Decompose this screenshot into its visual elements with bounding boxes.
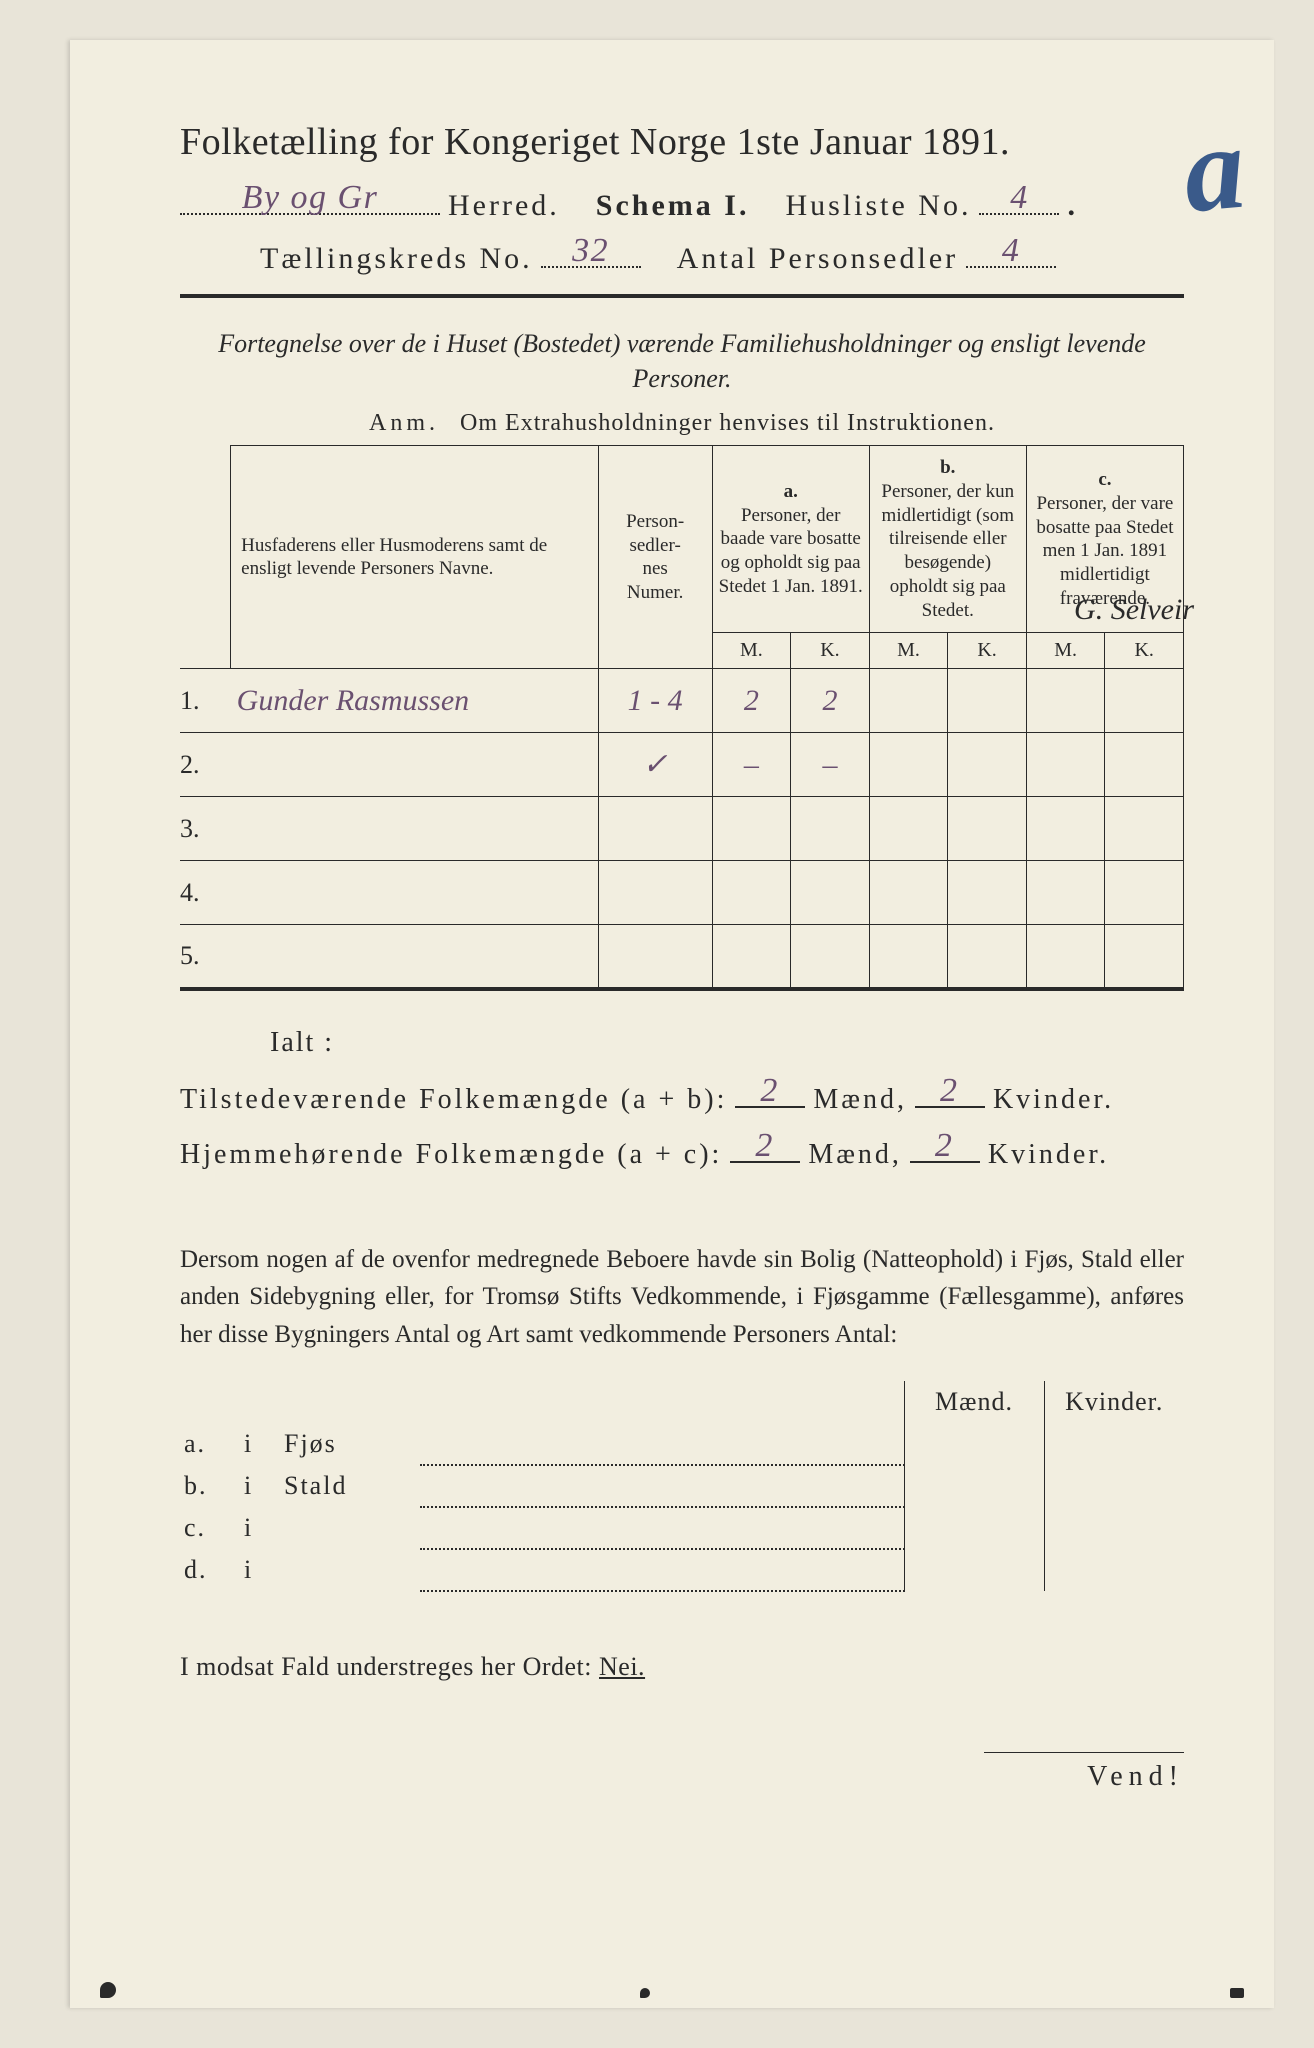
vend: Vend! bbox=[984, 1752, 1184, 1793]
bldg-row: a.iFjøs bbox=[180, 1423, 1184, 1465]
husliste-label: Husliste No. bbox=[785, 189, 971, 223]
totals-row1-k: 2 bbox=[940, 1072, 960, 1110]
totals-block: Ialt : Tilstedeværende Folkemængde (a + … bbox=[180, 1027, 1184, 1171]
bldg-row: d.i bbox=[180, 1549, 1184, 1591]
herred-value: By og Gr bbox=[242, 179, 379, 217]
building-block: Mænd. Kvinder. a.iFjøsb.iStaldc.id.i bbox=[180, 1381, 1184, 1592]
header-row-1: By og Gr Herred. Schema I. Husliste No. … bbox=[180, 182, 1184, 223]
schema-label: Schema I. bbox=[596, 189, 750, 223]
binding-mark bbox=[640, 1988, 650, 1998]
maend-label: Mænd, bbox=[813, 1084, 907, 1116]
kvinder-label: Kvinder. bbox=[993, 1084, 1114, 1116]
binding-mark bbox=[100, 1982, 116, 1998]
husliste-value: 4 bbox=[1010, 179, 1029, 217]
table-row: 1.Gunder Rasmussen1 - 422 bbox=[180, 669, 1184, 733]
kreds-label: Tællingskreds No. bbox=[260, 242, 533, 276]
header-row-2: Tællingskreds No. 32 Antal Personsedler … bbox=[180, 235, 1184, 276]
table-row: 2.✓–– bbox=[180, 733, 1184, 797]
table-row: 3. bbox=[180, 797, 1184, 861]
totals-row-2: Hjemmehørende Folkemængde (a + c): 2 Mæn… bbox=[180, 1132, 1184, 1171]
bldg-row: c.i bbox=[180, 1507, 1184, 1549]
page-title: Folketælling for Kongeriget Norge 1ste J… bbox=[180, 120, 1184, 164]
ialt-label: Ialt : bbox=[270, 1027, 1184, 1059]
subtitle: Fortegnelse over de i Huset (Bostedet) v… bbox=[180, 326, 1184, 396]
table-row: 4. bbox=[180, 861, 1184, 925]
bldg-head-k: Kvinder. bbox=[1044, 1381, 1184, 1423]
margin-note: G. Selveir bbox=[1074, 593, 1194, 627]
kvinder-label-2: Kvinder. bbox=[988, 1139, 1109, 1171]
maend-label-2: Mænd, bbox=[808, 1139, 902, 1171]
totals-row1-m: 2 bbox=[760, 1072, 780, 1110]
totals-row2-k: 2 bbox=[935, 1127, 955, 1165]
anm-line: Anm. Om Extrahusholdninger henvises til … bbox=[180, 410, 1184, 437]
annotation-letter: a bbox=[1178, 98, 1250, 241]
herred-label: Herred. bbox=[448, 189, 560, 223]
totals-row2-m: 2 bbox=[755, 1127, 775, 1165]
table-row: 5. bbox=[180, 925, 1184, 989]
nei: Nei. bbox=[599, 1652, 645, 1681]
anm-label: Anm. bbox=[369, 410, 439, 436]
kreds-value: 32 bbox=[572, 232, 609, 270]
bldg-head-m: Mænd. bbox=[904, 1381, 1044, 1423]
antal-label: Antal Personsedler bbox=[677, 242, 958, 276]
census-form-page: a Folketælling for Kongeriget Norge 1ste… bbox=[70, 40, 1274, 2008]
bldg-row: b.iStald bbox=[180, 1465, 1184, 1507]
totals-row1-label: Tilstedeværende Folkemængde (a + b): bbox=[180, 1084, 727, 1116]
antal-value: 4 bbox=[1002, 232, 1021, 270]
rule bbox=[180, 294, 1184, 298]
paragraph: Dersom nogen af de ovenfor medregnede Be… bbox=[180, 1241, 1184, 1354]
household-table: Husfaderens eller Husmoderens samt de en… bbox=[180, 445, 1184, 991]
binding-mark bbox=[1230, 1988, 1244, 1998]
totals-row2-label: Hjemmehørende Folkemængde (a + c): bbox=[180, 1139, 722, 1171]
anm-text: Om Extrahusholdninger henvises til Instr… bbox=[460, 410, 995, 436]
footer-text: I modsat Fald understreges her Ordet: bbox=[180, 1652, 592, 1681]
footer-line: I modsat Fald understreges her Ordet: Ne… bbox=[180, 1652, 1184, 1682]
totals-row-1: Tilstedeværende Folkemængde (a + b): 2 M… bbox=[180, 1077, 1184, 1116]
